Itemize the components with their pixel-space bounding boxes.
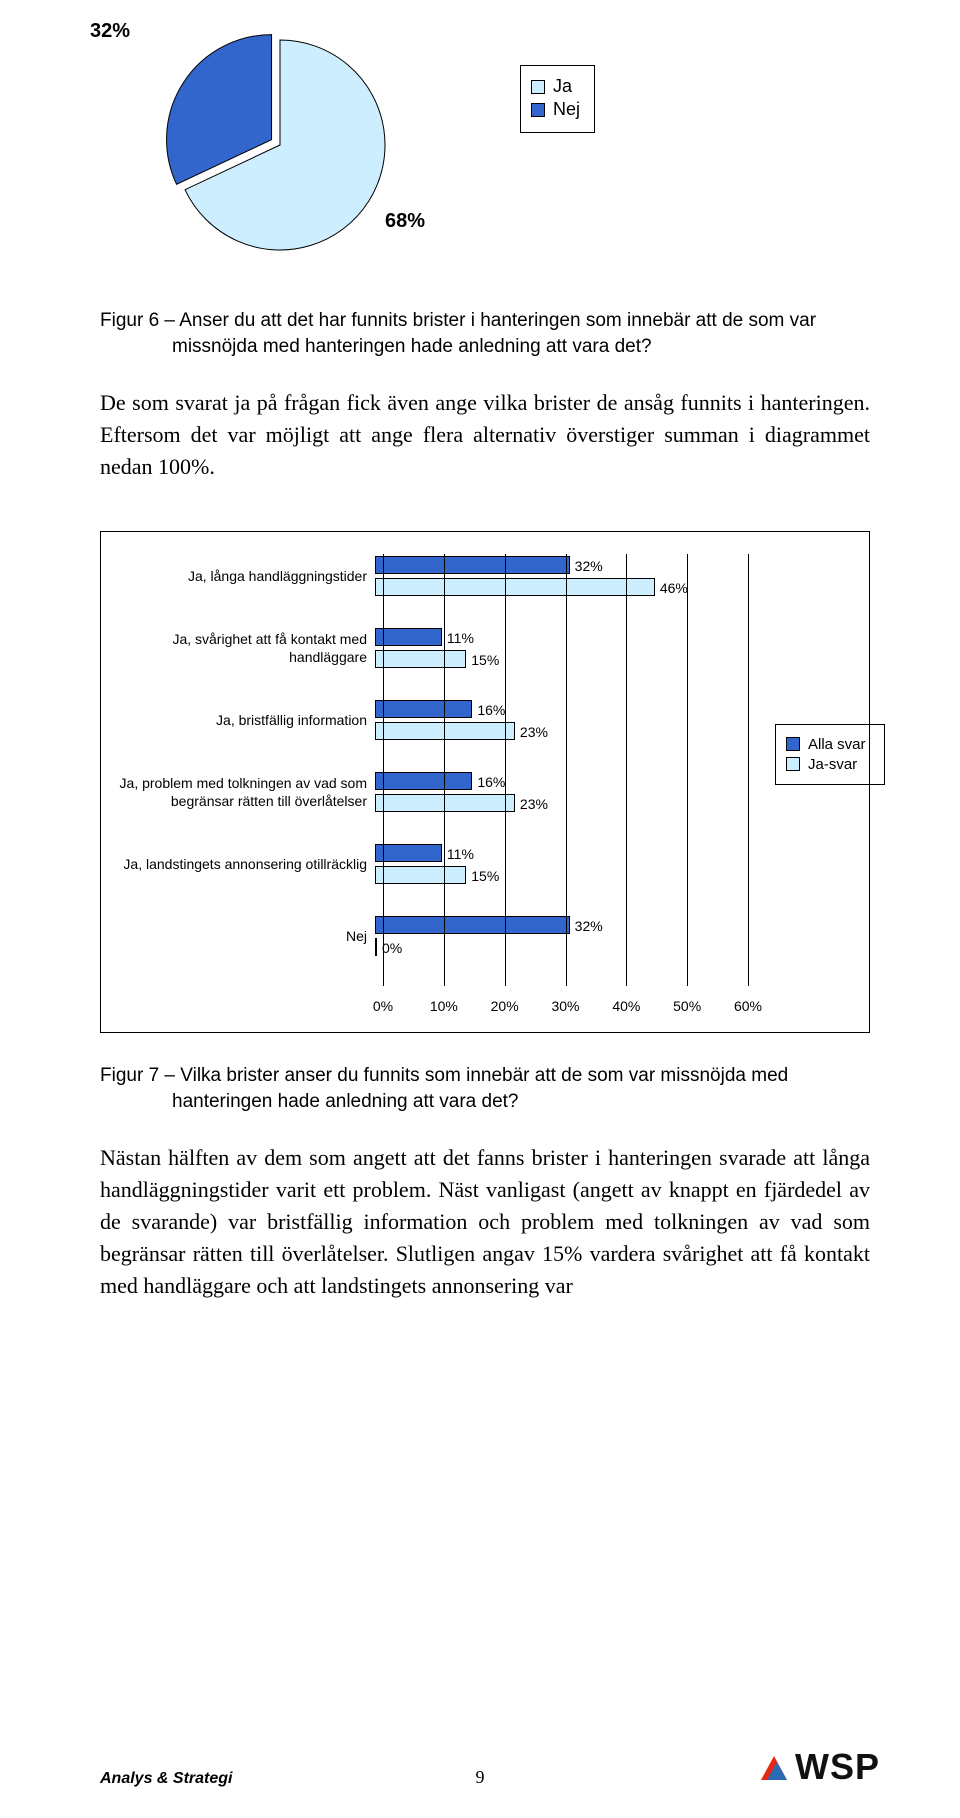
bar: 11%: [375, 844, 442, 862]
figure7-prefix: Figur 7 –: [100, 1065, 180, 1086]
figure6-caption: Figur 6 – Anser du att det har funnits b…: [100, 308, 870, 359]
bar: 16%: [375, 700, 472, 718]
bar-row-label: Ja, svårighet att få kontakt med handläg…: [115, 631, 375, 666]
bar: 32%: [375, 916, 570, 934]
bar-value-label: 16%: [471, 701, 505, 719]
bar-value-label: 11%: [441, 629, 474, 647]
tick-label: 30%: [551, 998, 579, 1014]
bar-row: Nej32%0%: [115, 914, 763, 960]
bar-value-label: 23%: [514, 795, 548, 813]
bar: 11%: [375, 628, 442, 646]
bar-row-label: Ja, landstingets annonsering otillräckli…: [115, 856, 375, 874]
swatch-ja-svar: [786, 757, 800, 771]
bar-row-label: Ja, bristfällig information: [115, 712, 375, 730]
bar: 46%: [375, 578, 655, 596]
bar-row: Ja, långa handläggningstider32%46%: [115, 554, 763, 600]
bar: 0%: [375, 938, 377, 956]
tick-label: 0%: [373, 998, 393, 1014]
swatch-alla-svar: [786, 737, 800, 751]
legend-label-alla: Alla svar: [808, 736, 866, 753]
swatch-ja: [531, 80, 545, 94]
bar-row-label: Ja, långa handläggningstider: [115, 568, 375, 586]
bar: 32%: [375, 556, 570, 574]
bar-value-label: 0%: [376, 939, 402, 957]
bar-value-label: 16%: [471, 773, 505, 791]
legend-row-alla: Alla svar: [786, 736, 874, 753]
figure7-caption: Figur 7 – Vilka brister anser du funnits…: [100, 1063, 870, 1114]
tick-label: 20%: [491, 998, 519, 1014]
bar-value-label: 32%: [569, 917, 603, 935]
wsp-mark-icon: [757, 1750, 791, 1784]
bar-row: Ja, landstingets annonsering otillräckli…: [115, 842, 763, 888]
pie-chart: 32% 68% Ja Nej: [90, 30, 510, 290]
bar: 15%: [375, 866, 466, 884]
pie-svg: [160, 20, 400, 270]
figure6-prefix: Figur 6 –: [100, 310, 179, 331]
bar-value-label: 11%: [441, 845, 474, 863]
bar-row-label: Nej: [115, 928, 375, 946]
bar-row: Ja, svårighet att få kontakt med handläg…: [115, 626, 763, 672]
page-footer: Analys & Strategi 9 WSP: [0, 1746, 960, 1788]
bar-value-label: 23%: [514, 723, 548, 741]
bar-value-label: 32%: [569, 557, 603, 575]
paragraph-2: Nästan hälften av dem som angett att det…: [100, 1142, 870, 1301]
tick-label: 40%: [612, 998, 640, 1014]
wsp-text: WSP: [795, 1746, 880, 1788]
footer-page-number: 9: [476, 1767, 485, 1788]
bar-value-label: 15%: [465, 867, 499, 885]
bar: 16%: [375, 772, 472, 790]
bar-row-label: Ja, problem med tolkningen av vad som be…: [115, 775, 375, 810]
legend-row-ja: Ja: [531, 76, 580, 97]
figure7-text: Vilka brister anser du funnits som inneb…: [172, 1065, 788, 1112]
bar-chart: Ja, långa handläggningstider32%46%Ja, sv…: [100, 531, 870, 1033]
footer-left: Analys & Strategi: [100, 1770, 232, 1788]
bar: 23%: [375, 722, 515, 740]
bar-row: Ja, problem med tolkningen av vad som be…: [115, 770, 763, 816]
legend-label-jasvar: Ja-svar: [808, 756, 857, 773]
tick-label: 60%: [734, 998, 762, 1014]
paragraph-1: De som svarat ja på frågan fick även ang…: [100, 387, 870, 483]
pie-label-nej: 32%: [90, 20, 130, 43]
tick-label: 50%: [673, 998, 701, 1014]
legend-label-nej: Nej: [553, 99, 580, 120]
legend-row-nej: Nej: [531, 99, 580, 120]
pie-legend: Ja Nej: [520, 65, 595, 133]
bar: 15%: [375, 650, 466, 668]
bar-value-label: 15%: [465, 651, 499, 669]
pie-label-ja: 68%: [385, 210, 425, 233]
legend-label-ja: Ja: [553, 76, 572, 97]
swatch-nej: [531, 103, 545, 117]
bar-value-label: 46%: [654, 579, 688, 597]
legend-row-jasvar: Ja-svar: [786, 756, 874, 773]
bar-legend: Alla svar Ja-svar: [775, 724, 885, 785]
wsp-logo: WSP: [757, 1746, 880, 1788]
bar: 23%: [375, 794, 515, 812]
tick-label: 10%: [430, 998, 458, 1014]
bar-row: Ja, bristfällig information16%23%: [115, 698, 763, 744]
figure6-text: Anser du att det har funnits brister i h…: [172, 310, 816, 357]
